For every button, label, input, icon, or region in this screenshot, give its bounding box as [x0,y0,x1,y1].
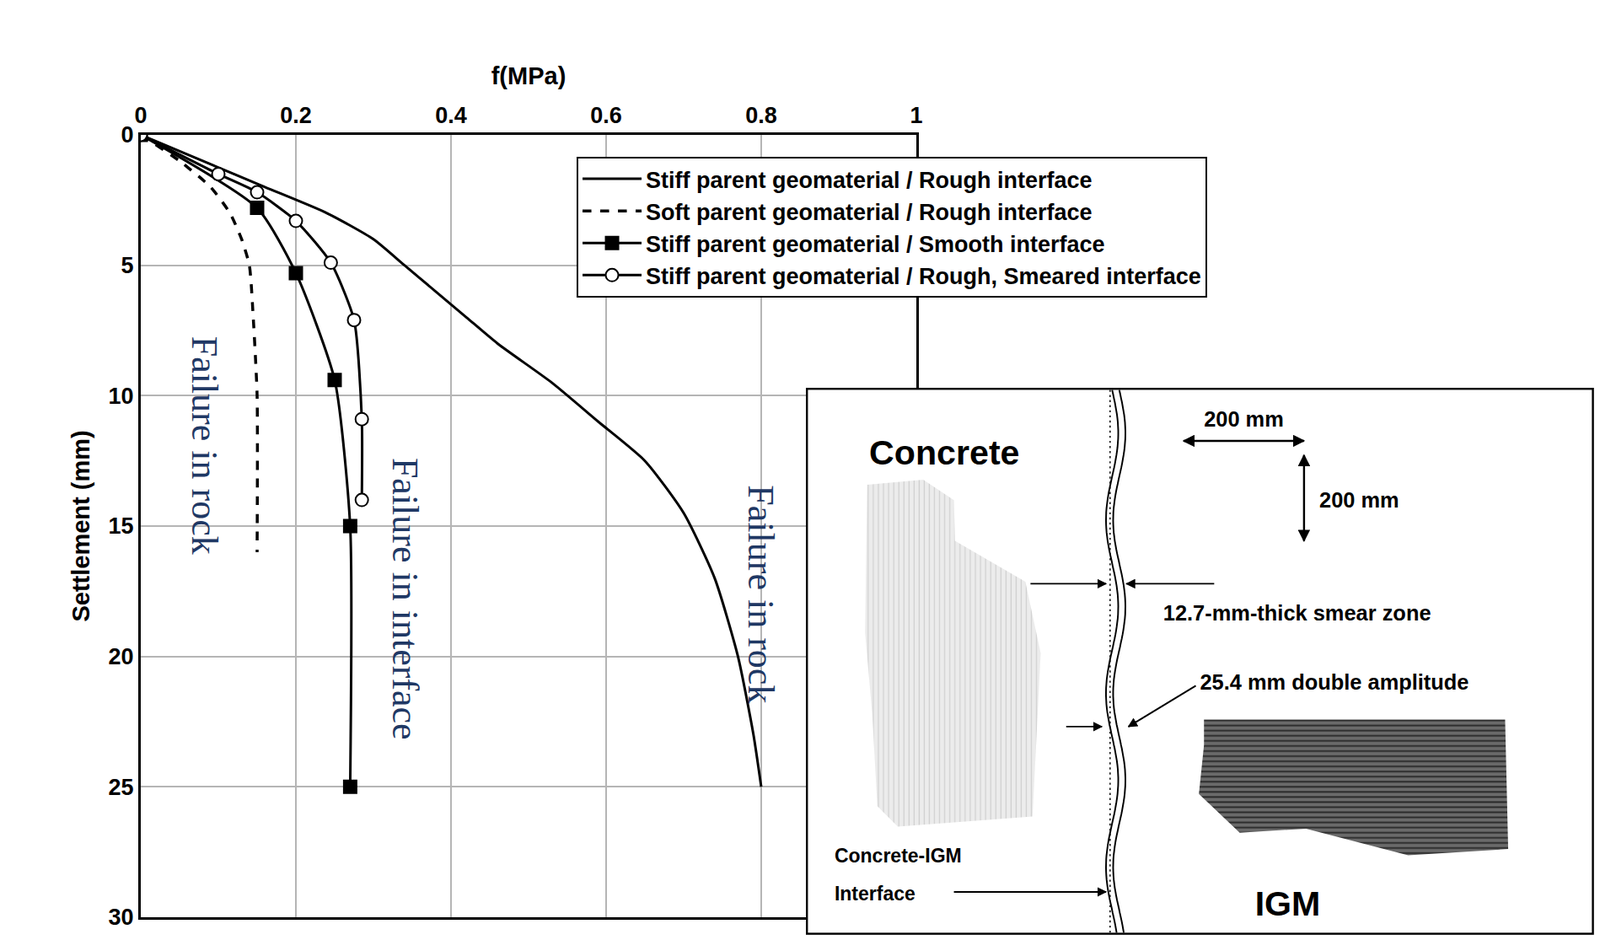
svg-text:0: 0 [121,122,135,148]
svg-text:25.4 mm double amplitude: 25.4 mm double amplitude [1199,670,1469,694]
svg-text:Settlement (mm): Settlement (mm) [67,429,95,622]
svg-text:1: 1 [909,102,923,129]
svg-text:25: 25 [108,774,135,800]
svg-text:Interface: Interface [834,882,916,905]
svg-text:0: 0 [134,102,147,129]
svg-text:15: 15 [108,513,135,539]
svg-text:Failure in interface: Failure in interface [384,457,426,741]
svg-text:12.7-mm-thick smear zone: 12.7-mm-thick smear zone [1163,601,1432,625]
svg-text:Failure in rock: Failure in rock [183,336,226,555]
svg-text:0.2: 0.2 [279,102,312,129]
svg-text:0.6: 0.6 [590,102,623,129]
svg-text:200 mm: 200 mm [1319,488,1400,512]
svg-text:Concrete: Concrete [869,433,1020,473]
svg-text:Failure in rock: Failure in rock [740,484,782,704]
svg-text:20: 20 [108,644,135,670]
svg-text:Concrete-IGM: Concrete-IGM [834,844,962,867]
svg-text:Soft parent geomaterial / Roug: Soft parent geomaterial / Rough interfac… [645,199,1093,226]
svg-text:f(MPa): f(MPa) [491,62,567,90]
svg-text:Stiff parent geomaterial / Rou: Stiff parent geomaterial / Rough interfa… [645,167,1093,194]
svg-text:0.8: 0.8 [745,102,778,129]
svg-text:IGM: IGM [1255,884,1321,924]
svg-text:10: 10 [108,383,135,409]
svg-text:Stiff parent geomaterial / Smo: Stiff parent geomaterial / Smooth interf… [645,231,1106,258]
svg-text:200 mm: 200 mm [1203,407,1284,431]
svg-text:0.4: 0.4 [434,102,468,129]
svg-text:Stiff parent geomaterial / Rou: Stiff parent geomaterial / Rough, Smeare… [645,263,1202,290]
svg-text:5: 5 [121,252,135,279]
svg-text:30: 30 [108,904,135,930]
